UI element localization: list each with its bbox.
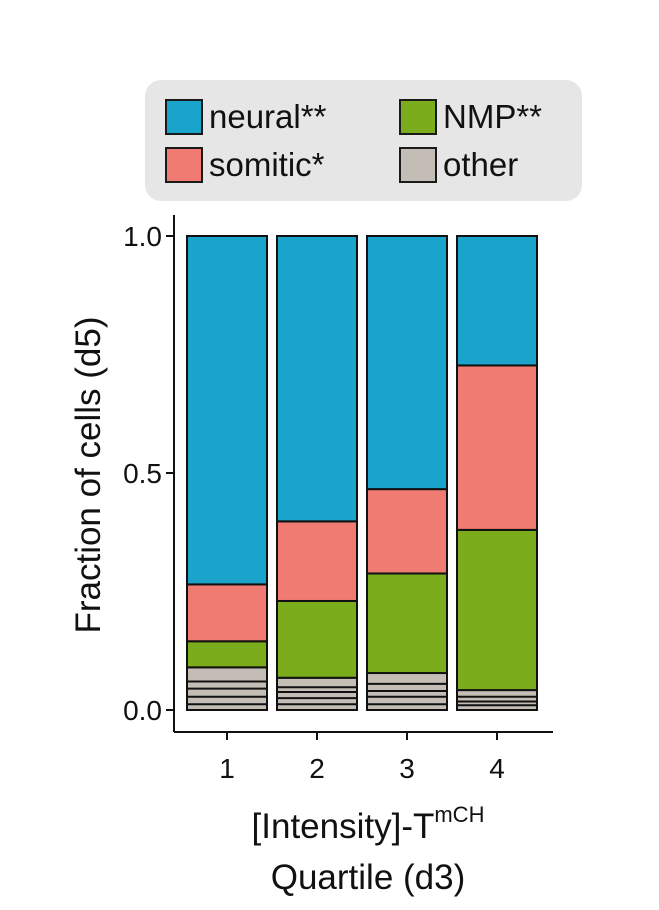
legend: neural** NMP** somitic* other [145, 80, 582, 201]
y-tick-label-0.0: 0.0 [123, 695, 162, 726]
x-tick-label-1: 1 [219, 753, 235, 784]
bar-NMP-q2 [276, 599, 358, 679]
bar-neural-q4 [456, 235, 538, 367]
legend-item-other: other [399, 146, 518, 184]
legend-swatch-somitic [165, 147, 203, 183]
bar-NMP-q1 [186, 640, 268, 669]
x-tick-label-3: 3 [399, 753, 415, 784]
ticks-group: 1 2 3 4 0.0 0.5 1.0 [123, 221, 505, 784]
bar-somitic-q1 [186, 583, 268, 643]
legend-label-somitic: somitic* [209, 146, 325, 183]
bar-NMP-q4 [456, 528, 538, 692]
legend-swatch-other [399, 147, 437, 183]
y-tick-label-1.0: 1.0 [123, 221, 162, 252]
legend-item-nmp: NMP** [399, 98, 542, 136]
legend-swatch-neural [165, 99, 203, 135]
bar-neural-q3 [366, 235, 448, 491]
bar-other-q4 [456, 689, 538, 711]
legend-item-neural: neural** [165, 98, 326, 136]
y-tick-label-0.5: 0.5 [123, 458, 162, 489]
bars-group [186, 235, 538, 712]
legend-label-other: other [443, 146, 519, 183]
bar-NMP-q3 [366, 572, 448, 675]
bar-neural-q1 [186, 235, 268, 586]
x-axis-label-line1: [Intensity]-TmCH [252, 802, 485, 846]
x-axis-label-line2: Quartile (d3) [271, 858, 466, 897]
legend-item-somitic: somitic* [165, 146, 325, 184]
bar-somitic-q4 [456, 364, 538, 531]
x-axis-label-superscript: mCH [434, 802, 484, 827]
x-tick-label-2: 2 [309, 753, 325, 784]
x-axis-label-main: [Intensity]-T [252, 807, 435, 846]
x-tick-label-4: 4 [489, 753, 505, 784]
bar-somitic-q2 [276, 520, 358, 602]
bar-neural-q2 [276, 235, 358, 523]
legend-label-neural: neural** [209, 98, 327, 135]
y-axis-label: Fraction of cells (d5) [69, 316, 108, 633]
legend-swatch-nmp [399, 99, 437, 135]
bar-somitic-q3 [366, 488, 448, 575]
legend-label-nmp: NMP** [443, 98, 543, 135]
